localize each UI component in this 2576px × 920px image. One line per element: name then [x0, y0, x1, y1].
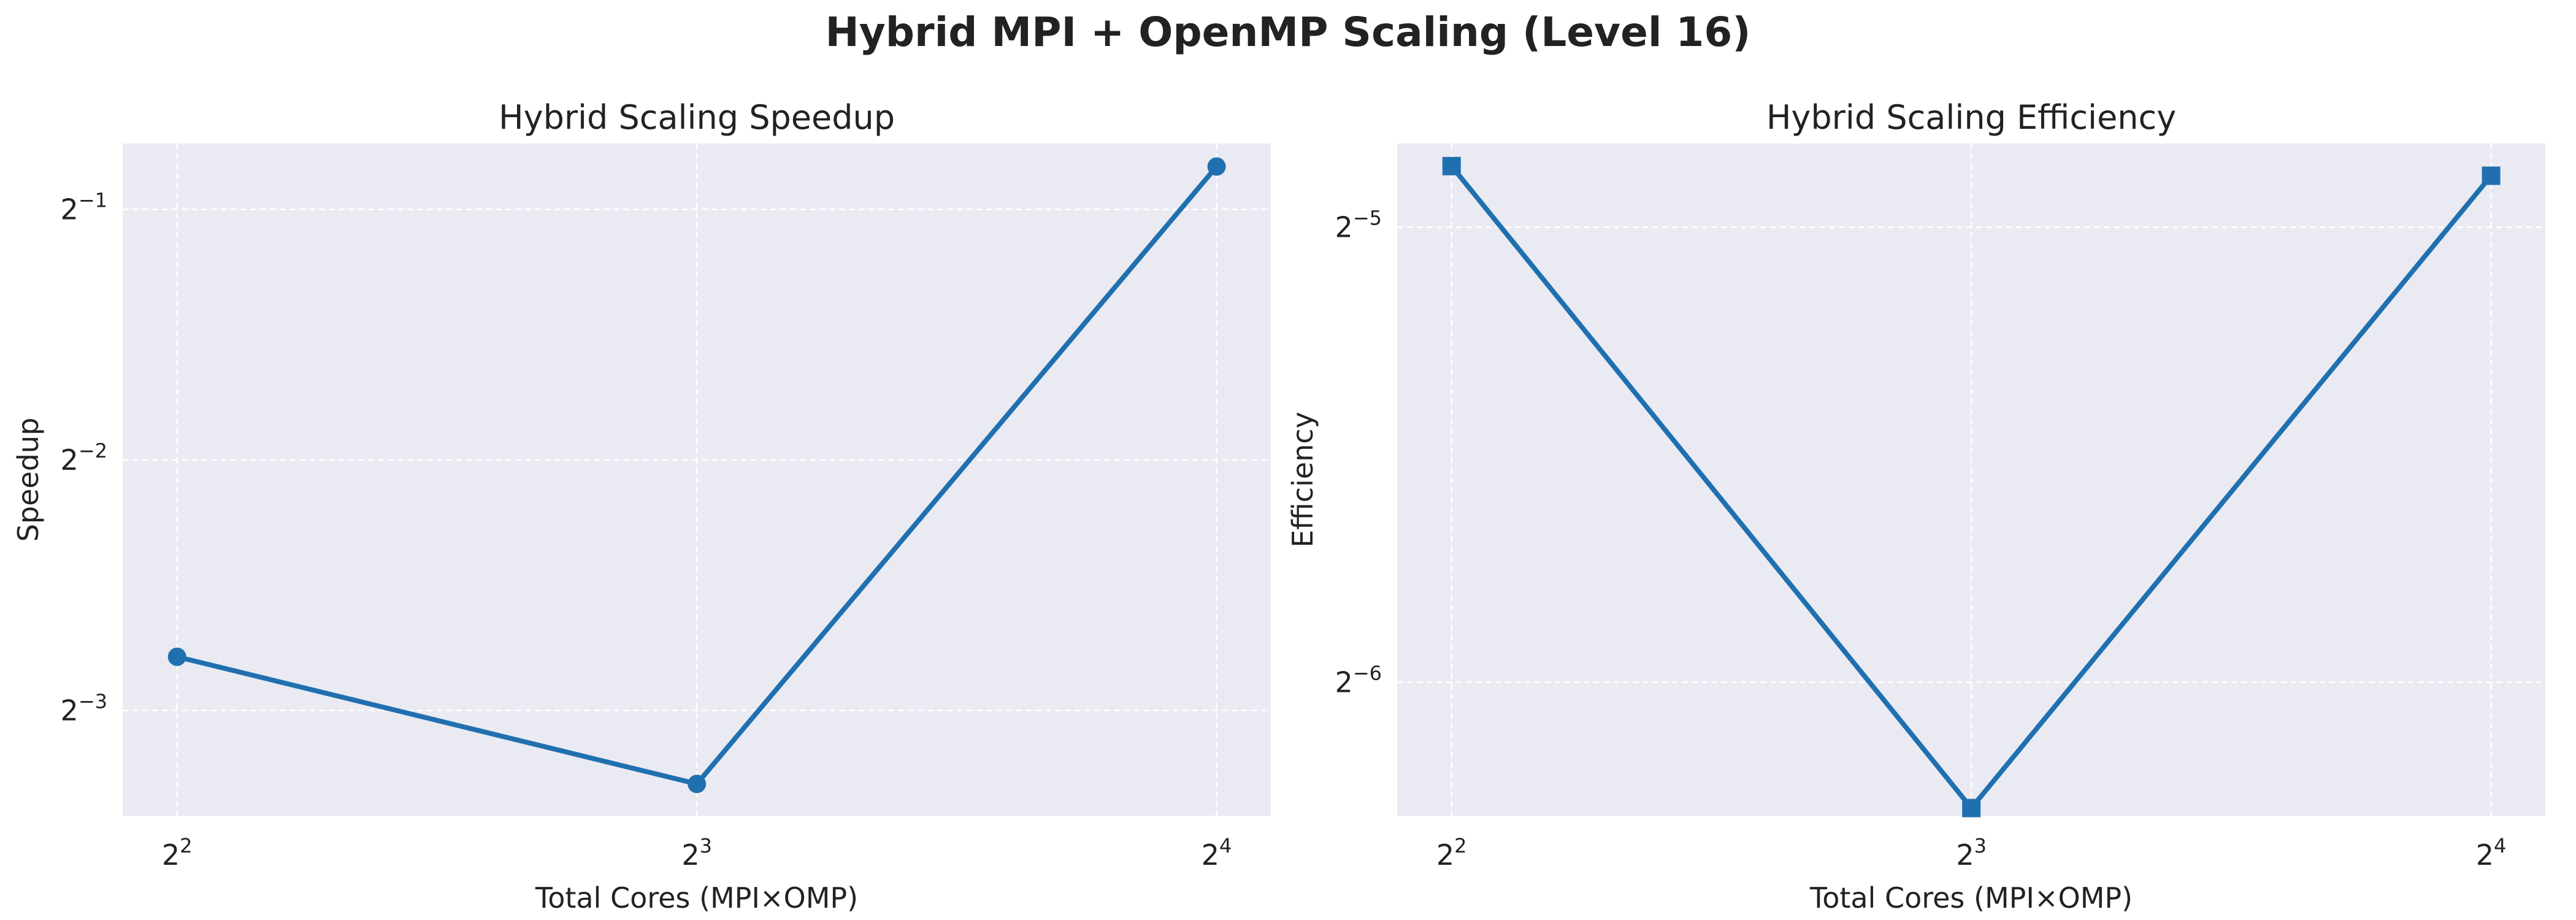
x-tick-label: 22 — [1436, 834, 1467, 872]
subplot-title: Hybrid Scaling Efficiency — [1766, 98, 2176, 137]
chart-panel-speedup: 22 23 24 2−3 2−2 2−1 Hybrid Scaling Speedup Tot… — [12, 98, 1271, 914]
data-point-circle — [1207, 157, 1226, 176]
data-point-square — [1962, 799, 1981, 818]
x-axis-label: Total Cores (MPI×OMP) — [1809, 881, 2133, 914]
y-tick-label: 2−1 — [61, 188, 107, 226]
y-axis-label: Efficiency — [1286, 412, 1319, 548]
subplot-title: Hybrid Scaling Speedup — [499, 98, 895, 137]
x-tick-label: 22 — [162, 834, 193, 872]
y-axis-label: Speedup — [12, 418, 45, 542]
y-tick-label: 2−5 — [1335, 206, 1382, 243]
figure-title: Hybrid MPI + OpenMP Scaling (Level 16) — [825, 9, 1751, 56]
y-tick-label: 2−6 — [1335, 661, 1382, 699]
data-point-circle — [688, 775, 707, 794]
x-axis-label: Total Cores (MPI×OMP) — [535, 881, 858, 914]
chart-panel-efficiency: 22 23 24 2−6 2−5 Hybrid Scaling Efficiency Tot… — [1286, 98, 2545, 914]
data-point-circle — [167, 647, 186, 666]
y-tick-label: 2−3 — [61, 689, 107, 727]
x-tick-label: 23 — [681, 834, 712, 872]
x-tick-label: 24 — [1202, 834, 1232, 872]
data-point-square — [1442, 156, 1461, 175]
y-tick-label: 2−2 — [61, 439, 107, 477]
data-point-square — [2482, 166, 2501, 185]
x-tick-label: 23 — [1956, 834, 1987, 872]
x-tick-label: 24 — [2476, 834, 2507, 872]
